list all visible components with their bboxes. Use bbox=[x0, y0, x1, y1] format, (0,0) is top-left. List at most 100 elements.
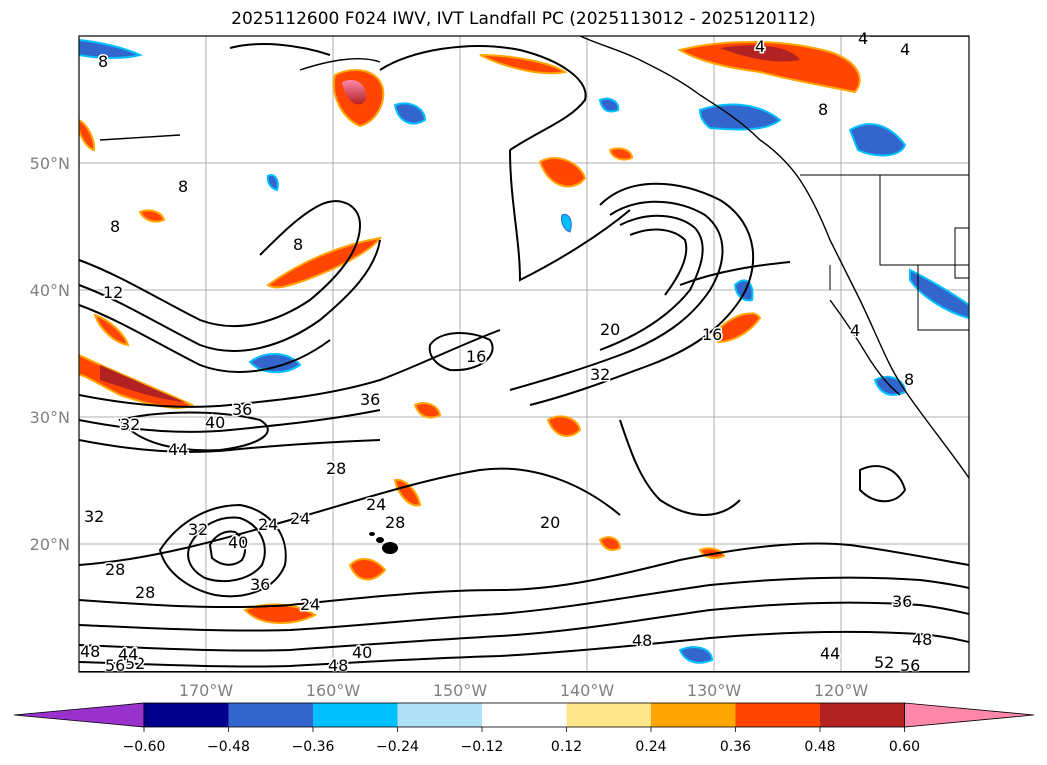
contour-label: 48 bbox=[80, 642, 100, 661]
contour-label: 8 bbox=[110, 217, 120, 236]
contour-label: 32 bbox=[188, 520, 208, 539]
colorbar-tick-label: 0.24 bbox=[635, 739, 666, 755]
contour-label: 8 bbox=[293, 235, 303, 254]
colorbar-frame bbox=[143, 702, 905, 728]
ivt-feature-core bbox=[100, 365, 185, 402]
ivt-feature-negative bbox=[561, 213, 572, 233]
contour-label: 8 bbox=[98, 52, 108, 71]
lon-label: 160°W bbox=[306, 681, 361, 700]
contour-label: 24 bbox=[366, 495, 386, 514]
ivt-feature-core bbox=[342, 80, 367, 105]
ivt-feature-negative bbox=[266, 174, 279, 192]
ivt-feature-positive bbox=[598, 536, 622, 551]
colorbar-segment bbox=[144, 703, 229, 727]
colorbar-segment bbox=[735, 703, 820, 727]
ivt-feature-positive bbox=[479, 54, 568, 75]
lat-label: 30°N bbox=[30, 408, 70, 427]
colorbar-segment bbox=[313, 703, 398, 727]
ivt-feature-negative bbox=[678, 646, 714, 664]
lon-label: 130°W bbox=[687, 681, 742, 700]
plot-background bbox=[79, 36, 969, 672]
contour-label: 8 bbox=[178, 177, 188, 196]
contour-label: 44 bbox=[820, 644, 840, 663]
latitude-axis: 50°N 40°N 30°N 20°N bbox=[30, 154, 70, 554]
colorbar-extend-min bbox=[13, 702, 145, 728]
colorbar-tick-label: 0.12 bbox=[551, 739, 582, 755]
contour-label: 44 bbox=[168, 440, 188, 459]
colorbar-segment bbox=[651, 703, 736, 727]
contour-label: 8 bbox=[818, 100, 828, 119]
ivt-feature-positive bbox=[717, 312, 762, 344]
contour-label: 32 bbox=[590, 365, 610, 384]
ivt-feature-negative bbox=[79, 38, 143, 59]
contour-label: 32 bbox=[84, 507, 104, 526]
contour-label: 36 bbox=[232, 400, 252, 419]
ivt-feature-positive bbox=[243, 603, 317, 624]
contour-label: 20 bbox=[540, 513, 560, 532]
state-borders bbox=[800, 174, 969, 331]
contour-label: 8 bbox=[904, 370, 914, 389]
plot-frame bbox=[78, 35, 970, 673]
colorbar-extend-max bbox=[904, 702, 1035, 728]
contour-label: 56 bbox=[105, 656, 125, 675]
contour-label: 36 bbox=[360, 390, 380, 409]
ivt-feature-negative bbox=[393, 102, 427, 125]
ivt-feature-negative bbox=[598, 97, 620, 113]
colorbar-tick-label: −0.48 bbox=[207, 739, 250, 755]
ivt-feature-positive bbox=[79, 118, 96, 152]
ivt-feature-positive bbox=[266, 236, 383, 289]
contour-label: 24 bbox=[300, 595, 320, 614]
longitude-axis: 170°W 160°W 150°W 140°W 130°W 120°W bbox=[179, 681, 869, 700]
contour-label: 40 bbox=[205, 413, 225, 432]
contour-label: 32 bbox=[120, 415, 140, 434]
ivt-feature-negative bbox=[698, 103, 782, 131]
contour-label: 52 bbox=[125, 654, 145, 673]
contour-label: 24 bbox=[258, 515, 278, 534]
ivt-feature-positive bbox=[393, 478, 422, 507]
contour-label: 48 bbox=[632, 631, 652, 650]
contour-label: 16 bbox=[702, 325, 722, 344]
ivt-feature-negative bbox=[848, 123, 907, 157]
contour-label: 44 bbox=[118, 645, 138, 664]
ivt-feature-positive bbox=[93, 313, 130, 347]
ivt-feature-positive bbox=[348, 558, 387, 581]
colorbar-tick-label: 0.60 bbox=[889, 739, 920, 755]
ivt-feature-positive bbox=[413, 402, 442, 419]
lat-label: 50°N bbox=[30, 154, 70, 173]
ivt-feature-positive bbox=[677, 41, 861, 94]
colorbar-tick-label: 0.48 bbox=[804, 739, 835, 755]
hawaii-islands bbox=[369, 532, 398, 554]
colorbar-tick-label: −0.24 bbox=[376, 739, 419, 755]
map-title: 2025112600 F024 IWV, IVT Landfall PC (20… bbox=[231, 9, 816, 29]
contour-label: 48 bbox=[912, 630, 932, 649]
ivt-feature-negative bbox=[909, 268, 969, 320]
lon-label: 170°W bbox=[179, 681, 234, 700]
ivt-feature-positive bbox=[546, 415, 582, 437]
colorbar-tick-label: −0.36 bbox=[292, 739, 335, 755]
lat-label: 40°N bbox=[30, 281, 70, 300]
lon-label: 120°W bbox=[814, 681, 869, 700]
contour-label: 28 bbox=[326, 459, 346, 478]
lat-label: 20°N bbox=[30, 535, 70, 554]
ivt-feature-positive bbox=[538, 157, 587, 188]
contour-label: 24 bbox=[290, 509, 310, 528]
contour-label: 28 bbox=[135, 583, 155, 602]
colorbar-tick-label: −0.12 bbox=[461, 739, 504, 755]
contour-label: 12 bbox=[103, 283, 123, 302]
contour-label: 4 bbox=[755, 37, 765, 56]
colorbar-segment bbox=[482, 703, 567, 727]
colorbar-tick-label: 0.36 bbox=[720, 739, 751, 755]
lon-label: 150°W bbox=[433, 681, 488, 700]
ivt-feature-core bbox=[720, 45, 800, 62]
contour-label: 16 bbox=[466, 347, 486, 366]
colorbar-segment bbox=[228, 703, 313, 727]
colorbar-segment bbox=[397, 703, 482, 727]
contour-label: 40 bbox=[228, 533, 248, 552]
colorbar-ticks bbox=[143, 727, 905, 732]
colorbar-segment bbox=[566, 703, 651, 727]
contour-label: 28 bbox=[105, 560, 125, 579]
lon-label: 140°W bbox=[560, 681, 615, 700]
contour-label: 20 bbox=[600, 320, 620, 339]
contour-label: 28 bbox=[385, 513, 405, 532]
